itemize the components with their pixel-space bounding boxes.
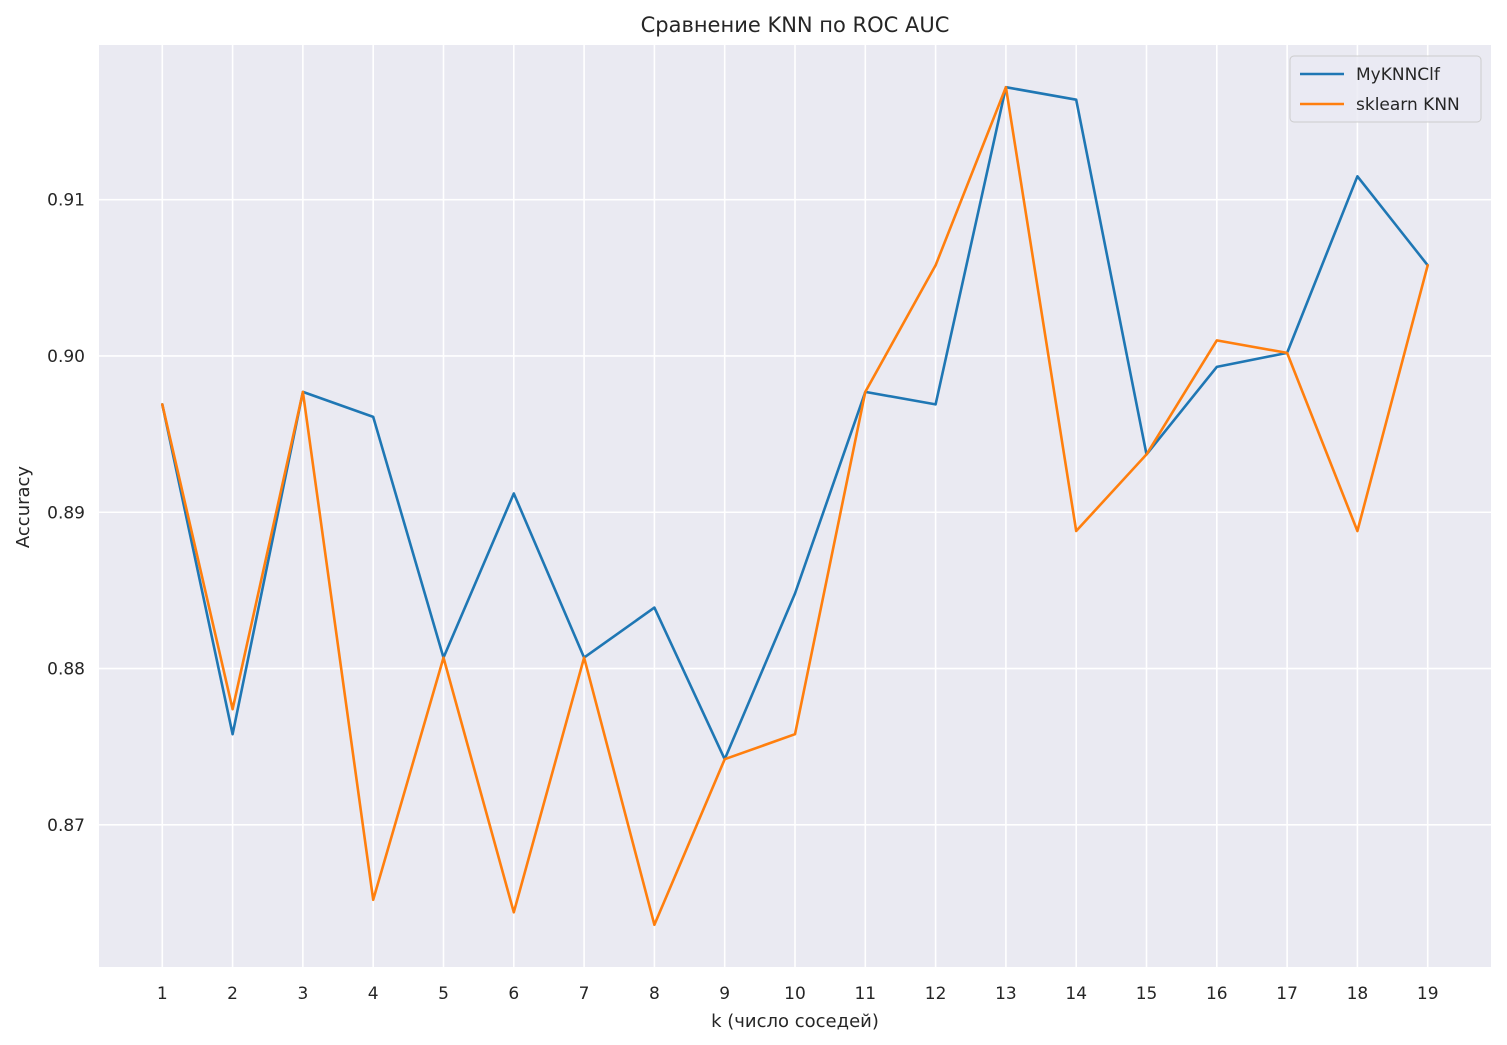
series-line-myknnclf xyxy=(161,85,1429,761)
x-tick-label: 11 xyxy=(854,984,876,1004)
x-tick-label: 1 xyxy=(157,984,168,1004)
x-axis-ticks: 1 2 3 4 5 6 7 8 9 10 11 12 13 14 15 16 17 18 19 xyxy=(157,984,1439,1004)
y-tick-label: 0.87 xyxy=(47,816,85,836)
x-tick-label: 6 xyxy=(508,984,519,1004)
y-tick-label: 0.89 xyxy=(47,503,85,523)
legend-label: MyKNNClf xyxy=(1356,65,1441,85)
grid xyxy=(99,45,1491,967)
x-tick-label: 7 xyxy=(579,984,590,1004)
x-tick-label: 4 xyxy=(368,984,379,1004)
x-axis-label: k (число соседей) xyxy=(711,1011,879,1032)
y-axis-ticks: 0.87 0.88 0.89 0.90 0.91 xyxy=(47,191,85,836)
x-tick-label: 12 xyxy=(925,984,947,1004)
legend: MyKNNClf sklearn KNN xyxy=(1289,55,1482,123)
x-tick-label: 19 xyxy=(1417,984,1439,1004)
y-tick-label: 0.91 xyxy=(47,191,85,211)
x-tick-label: 10 xyxy=(784,984,806,1004)
y-axis-label: Accuracy xyxy=(13,466,34,549)
legend-box xyxy=(1289,55,1482,123)
x-tick-label: 17 xyxy=(1276,984,1298,1004)
x-tick-label: 16 xyxy=(1206,984,1228,1004)
x-tick-label: 9 xyxy=(719,984,730,1004)
x-tick-label: 18 xyxy=(1347,984,1369,1004)
x-tick-label: 13 xyxy=(995,984,1017,1004)
y-tick-label: 0.88 xyxy=(47,660,85,680)
y-tick-label: 0.90 xyxy=(47,347,85,367)
series-lines xyxy=(161,85,1429,927)
series-line-sklearn-knn xyxy=(161,85,1429,927)
x-tick-label: 3 xyxy=(297,984,308,1004)
x-tick-label: 5 xyxy=(438,984,449,1004)
x-tick-label: 2 xyxy=(227,984,238,1004)
chart-title: Сравнение KNN по ROC AUC xyxy=(641,13,950,37)
x-tick-label: 15 xyxy=(1136,984,1158,1004)
legend-label: sklearn KNN xyxy=(1356,95,1460,115)
x-tick-label: 8 xyxy=(649,984,660,1004)
x-tick-label: 14 xyxy=(1065,984,1087,1004)
